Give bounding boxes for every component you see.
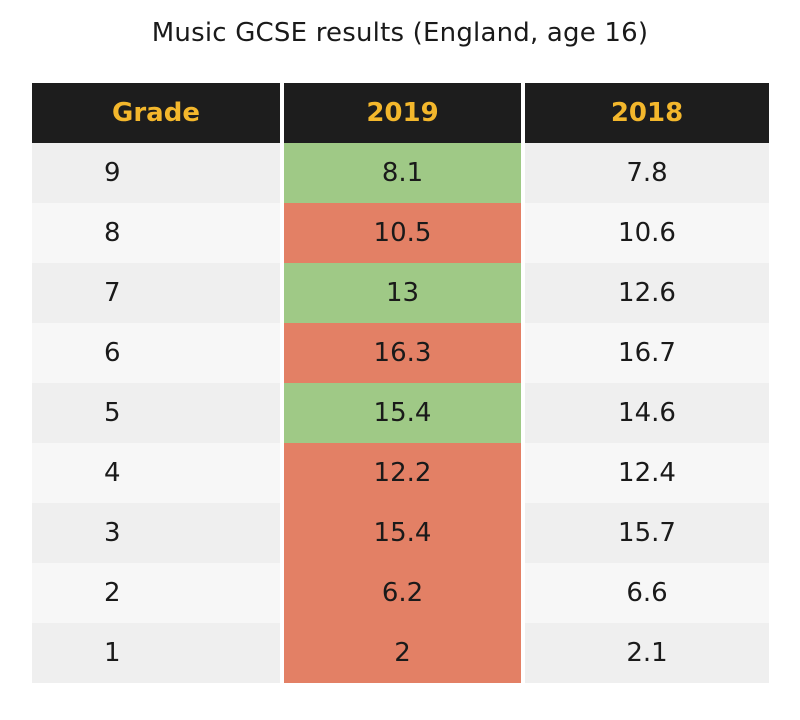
- value-2019-cell: 15.4: [284, 503, 521, 563]
- header-grade: Grade: [32, 83, 280, 143]
- value-2018-cell: 12.4: [525, 443, 769, 503]
- value-2018-cell: 7.8: [525, 143, 769, 203]
- value-2018-cell: 14.6: [525, 383, 769, 443]
- value-2019-cell: 12.2: [284, 443, 521, 503]
- grade-cell: 5: [32, 383, 280, 443]
- grade-cell: 3: [32, 503, 280, 563]
- grade-cell: 1: [32, 623, 280, 683]
- value-2018-cell: 10.6: [525, 203, 769, 263]
- header-2018: 2018: [525, 83, 769, 143]
- grade-cell: 2: [32, 563, 280, 623]
- grade-cell: 6: [32, 323, 280, 383]
- value-2019-cell: 6.2: [284, 563, 521, 623]
- value-2019-cell: 13: [284, 263, 521, 323]
- value-2018-cell: 12.6: [525, 263, 769, 323]
- value-2018-cell: 15.7: [525, 503, 769, 563]
- value-2019-cell: 10.5: [284, 203, 521, 263]
- grade-cell: 9: [32, 143, 280, 203]
- grade-cell: 4: [32, 443, 280, 503]
- results-table: Grade 2019 2018 9 8.1 7.8 8 10.5 10.6 7 13 12.6 6…: [32, 83, 769, 683]
- value-2019-cell: 16.3: [284, 323, 521, 383]
- grade-cell: 8: [32, 203, 280, 263]
- value-2019-cell: 8.1: [284, 143, 521, 203]
- grade-cell: 7: [32, 263, 280, 323]
- value-2018-cell: 6.6: [525, 563, 769, 623]
- value-2018-cell: 2.1: [525, 623, 769, 683]
- value-2018-cell: 16.7: [525, 323, 769, 383]
- value-2019-cell: 2: [284, 623, 521, 683]
- chart-title: Music GCSE results (England, age 16): [151, 18, 649, 48]
- header-2019: 2019: [284, 83, 521, 143]
- value-2019-cell: 15.4: [284, 383, 521, 443]
